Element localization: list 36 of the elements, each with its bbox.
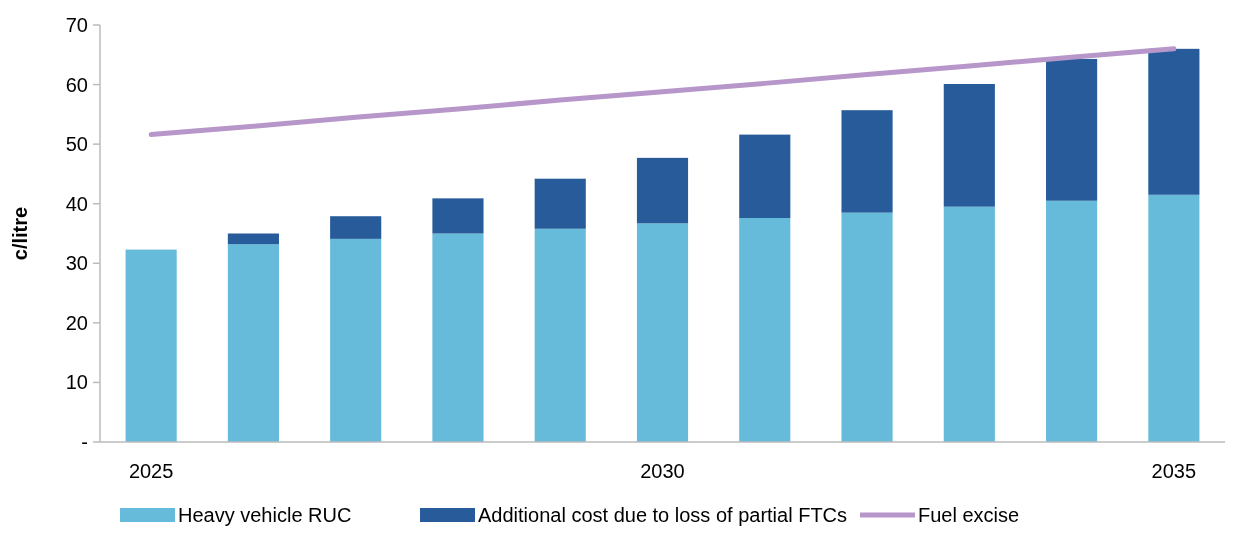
- bar: [125, 249, 177, 442]
- bar: [534, 228, 586, 442]
- y-tick-label: 70: [65, 14, 88, 36]
- bar: [943, 206, 995, 442]
- bar: [432, 233, 484, 442]
- y-tick-label: 30: [65, 252, 88, 275]
- bar: [739, 218, 791, 442]
- legend-label: Heavy vehicle RUC: [178, 504, 352, 526]
- x-tick-label: 2025: [128, 460, 174, 482]
- y-tick-label: 60: [65, 73, 88, 96]
- bar: [1046, 200, 1098, 442]
- y-axis-title: c/litre: [9, 206, 31, 261]
- bar: [943, 83, 995, 207]
- bar: [636, 223, 689, 442]
- y-tick-label: 50: [65, 133, 88, 156]
- y-tick-label: 20: [65, 311, 88, 334]
- y-tick-label: 40: [65, 192, 88, 215]
- bar: [841, 212, 893, 442]
- bar: [330, 216, 382, 239]
- bar: [330, 238, 382, 442]
- y-tick-label: -: [81, 431, 88, 453]
- x-tick-label: 2035: [1151, 460, 1197, 482]
- y-tick-label: 10: [65, 371, 88, 394]
- bar: [1148, 48, 1200, 195]
- bar: [432, 198, 484, 234]
- legend-label: Fuel excise: [918, 504, 1020, 526]
- x-tick-label: 2030: [640, 460, 685, 482]
- bar: [739, 134, 791, 219]
- legend-label: Additional cost due to loss of partial FTCs: [478, 504, 848, 526]
- bar: [841, 110, 893, 213]
- bar: [227, 244, 279, 442]
- bar: [1148, 194, 1200, 442]
- bar: [1046, 58, 1098, 201]
- bar: [636, 157, 689, 224]
- bar: [534, 178, 586, 229]
- bar: [227, 233, 279, 245]
